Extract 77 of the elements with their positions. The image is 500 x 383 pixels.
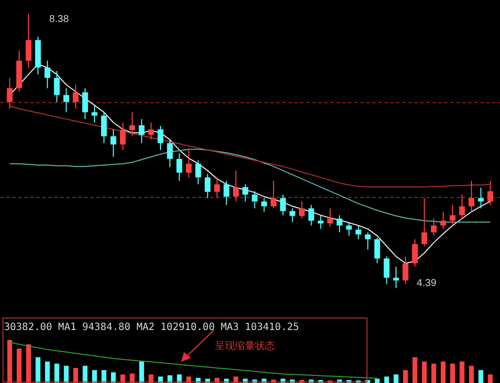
bar — [394, 374, 398, 383]
candlestick — [92, 104, 98, 123]
candlestick — [214, 176, 220, 199]
candlestick — [450, 204, 456, 226]
candlestick — [158, 125, 164, 150]
candlestick — [440, 211, 446, 230]
bar — [45, 362, 50, 383]
bar — [403, 370, 408, 383]
candlestick — [430, 218, 437, 236]
candlestick — [167, 139, 173, 168]
bar — [384, 376, 390, 383]
candlestick — [290, 208, 296, 223]
bar — [422, 362, 427, 383]
candlestick — [327, 208, 333, 228]
bar — [488, 374, 493, 383]
bar — [102, 370, 106, 383]
candlestick — [318, 214, 324, 230]
candlestick — [374, 237, 380, 264]
candlestick — [54, 70, 60, 102]
candlestick — [402, 256, 408, 284]
bar — [431, 364, 436, 383]
candlestick — [6, 77, 13, 110]
candlestick — [72, 84, 79, 110]
bar — [7, 340, 12, 383]
candlestick — [346, 222, 352, 236]
candlestick — [63, 88, 70, 113]
annotation: 8.38 — [49, 14, 70, 25]
candlestick — [252, 190, 258, 209]
candlestick — [393, 266, 399, 288]
candlestick — [270, 180, 276, 209]
text: 30382.00 MA1 94384.80 MA2 102910.00 MA3 103410.25 — [4, 322, 300, 333]
annotation: 呈现缩量状态 — [215, 340, 275, 352]
candlestick — [336, 214, 342, 233]
bar — [412, 357, 418, 383]
bar — [16, 348, 22, 383]
bar — [469, 366, 474, 383]
candlestick — [468, 180, 474, 212]
candlestick — [148, 122, 154, 140]
candlestick — [186, 149, 192, 178]
bar — [478, 370, 484, 383]
candlestick — [176, 152, 182, 182]
candlestick — [110, 128, 116, 158]
candlestick — [298, 200, 305, 220]
bar — [92, 370, 97, 383]
candlestick — [82, 88, 88, 120]
candlestick — [459, 194, 465, 220]
candlestick — [138, 118, 145, 144]
candlestick — [478, 187, 484, 209]
bar — [450, 364, 455, 383]
candlestick — [101, 112, 107, 144]
bar — [54, 364, 60, 383]
candlestick — [26, 14, 32, 68]
bar — [139, 362, 144, 383]
annotation: 4.39 — [416, 278, 437, 289]
candlestick — [487, 180, 494, 206]
candlestick — [195, 160, 202, 185]
bar — [110, 372, 116, 383]
candlestick — [280, 194, 286, 216]
candlestick — [308, 204, 314, 226]
candlestick — [129, 112, 136, 137]
bar — [374, 378, 380, 383]
bar — [36, 357, 40, 383]
bar — [460, 362, 464, 383]
candlestick — [384, 256, 390, 284]
bar — [440, 362, 446, 383]
bar — [26, 344, 31, 383]
candlestick — [355, 225, 362, 240]
bar — [82, 366, 88, 383]
candlestick — [44, 60, 50, 89]
candlestick — [261, 198, 268, 212]
candlestick — [224, 180, 230, 206]
candlestick — [204, 174, 210, 199]
candlestick — [412, 238, 418, 268]
candlestick — [242, 184, 248, 202]
candlestick — [120, 122, 126, 150]
candlestick — [232, 170, 239, 202]
candlestick — [421, 198, 428, 247]
